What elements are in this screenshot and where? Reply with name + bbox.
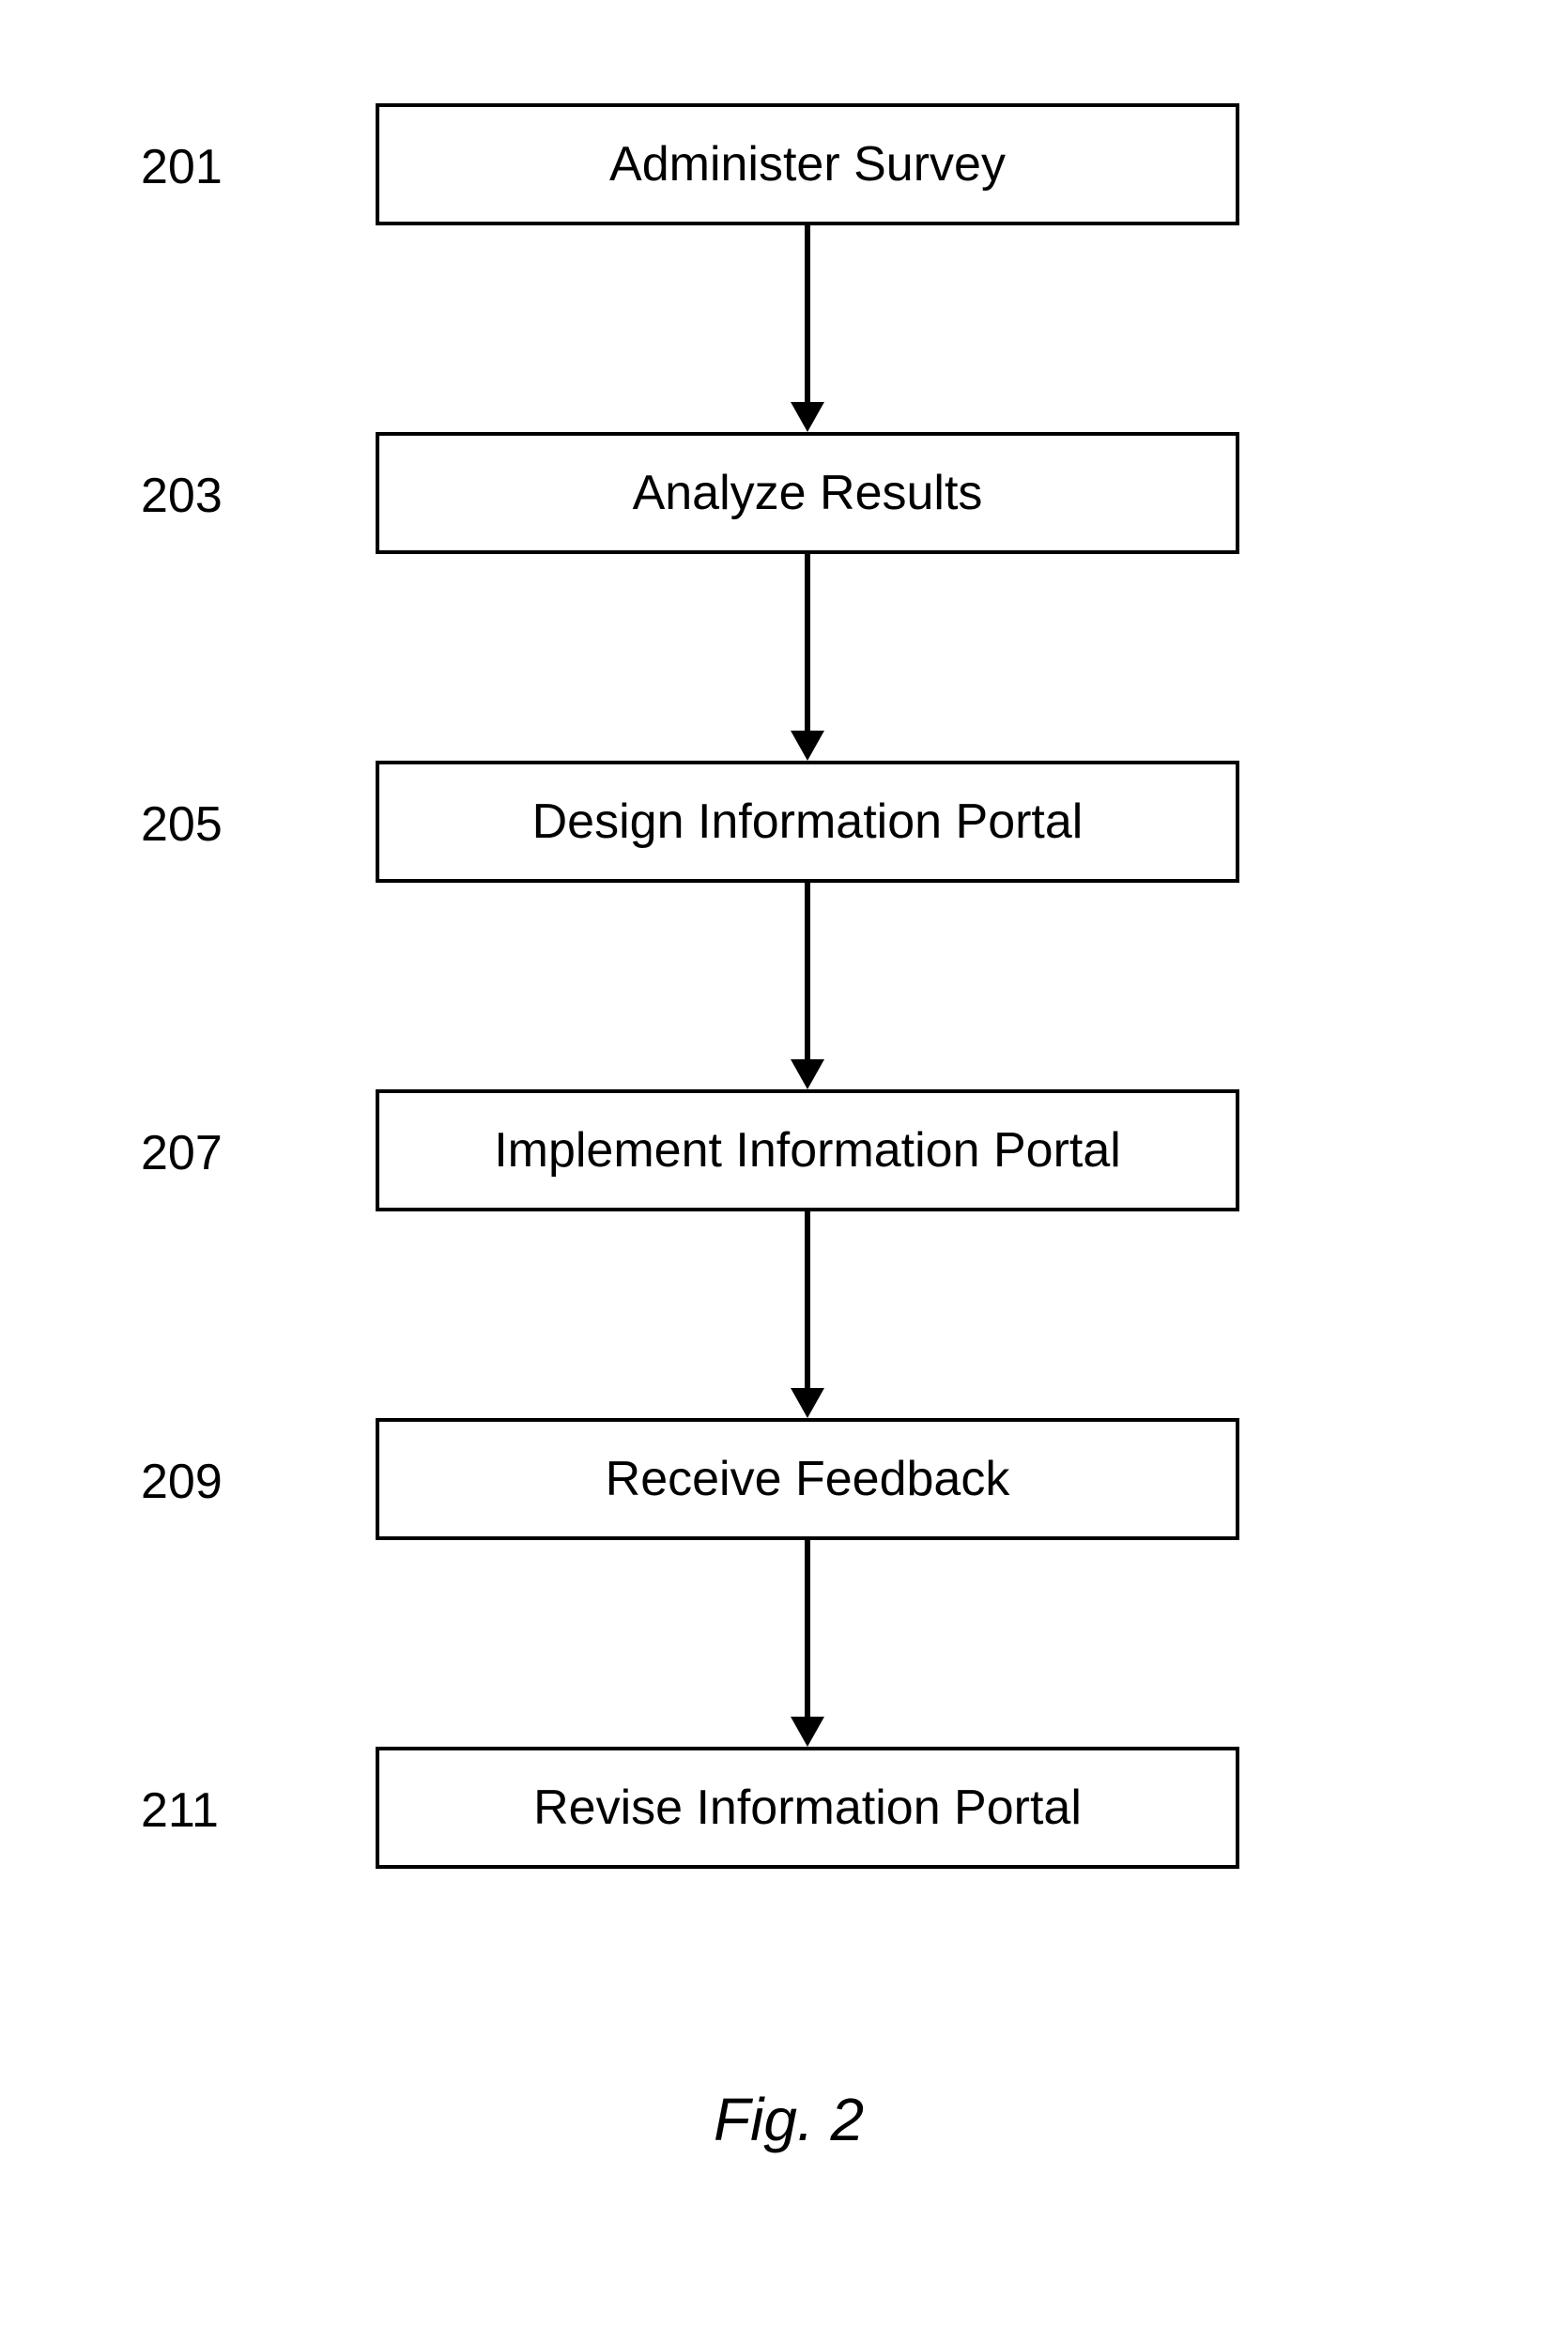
step-box-receive-feedback: Receive Feedback (376, 1418, 1239, 1540)
flowchart-canvas: 201 Administer Survey 203 Analyze Result… (0, 0, 1568, 2328)
step-ref-209: 209 (141, 1454, 223, 1510)
arrow-head-icon (791, 402, 824, 432)
step-text: Analyze Results (633, 465, 983, 521)
arrow-head-icon (791, 1717, 824, 1747)
arrow-head-icon (791, 1059, 824, 1089)
step-box-analyze-results: Analyze Results (376, 432, 1239, 554)
arrow-line (805, 225, 810, 402)
step-ref-201: 201 (141, 139, 223, 195)
step-ref-203: 203 (141, 468, 223, 524)
step-box-revise-information-portal: Revise Information Portal (376, 1747, 1239, 1869)
step-box-administer-survey: Administer Survey (376, 103, 1239, 225)
arrow-line (805, 1540, 810, 1717)
arrow-line (805, 1211, 810, 1388)
step-text: Administer Survey (609, 136, 1006, 193)
step-text: Implement Information Portal (494, 1122, 1121, 1179)
step-ref-205: 205 (141, 796, 223, 853)
step-text: Receive Feedback (606, 1451, 1010, 1507)
arrow-head-icon (791, 1388, 824, 1418)
arrow-head-icon (791, 731, 824, 761)
arrow-line (805, 554, 810, 731)
arrow-line (805, 883, 810, 1059)
step-ref-207: 207 (141, 1125, 223, 1181)
step-box-design-information-portal: Design Information Portal (376, 761, 1239, 883)
step-box-implement-information-portal: Implement Information Portal (376, 1089, 1239, 1211)
figure-caption: Fig. 2 (714, 2085, 864, 2154)
step-text: Design Information Portal (532, 794, 1084, 850)
step-ref-211: 211 (141, 1782, 219, 1839)
step-text: Revise Information Portal (533, 1780, 1082, 1836)
